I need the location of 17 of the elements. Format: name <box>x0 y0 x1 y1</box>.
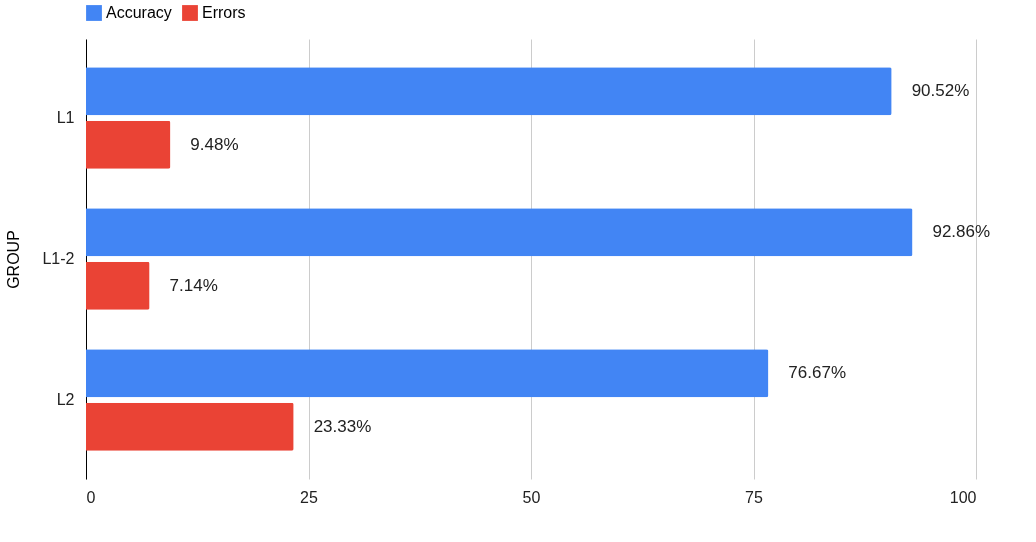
x-tick-label: 100 <box>949 488 977 506</box>
data-label: 9.48% <box>190 134 239 154</box>
x-tick-label: 0 <box>86 488 96 506</box>
data-label: 92.86% <box>932 222 991 242</box>
data-label: 23.33% <box>313 416 372 436</box>
y-tick-label: L1-2 <box>42 250 75 267</box>
x-tick-label: 75 <box>745 488 763 506</box>
x-tick-label: 50 <box>522 488 541 506</box>
y-tick-label: L1 <box>56 108 75 126</box>
y-tick-label: L2 <box>56 391 75 409</box>
data-label: 76.67% <box>788 363 847 383</box>
x-tick-label: 25 <box>300 488 318 506</box>
legend-label: Accuracy <box>106 4 172 21</box>
y-axis-title: GROUP <box>5 230 23 289</box>
data-label: 90.52% <box>911 81 970 101</box>
data-label: 7.14% <box>169 275 218 295</box>
legend-label: Errors <box>202 4 246 21</box>
